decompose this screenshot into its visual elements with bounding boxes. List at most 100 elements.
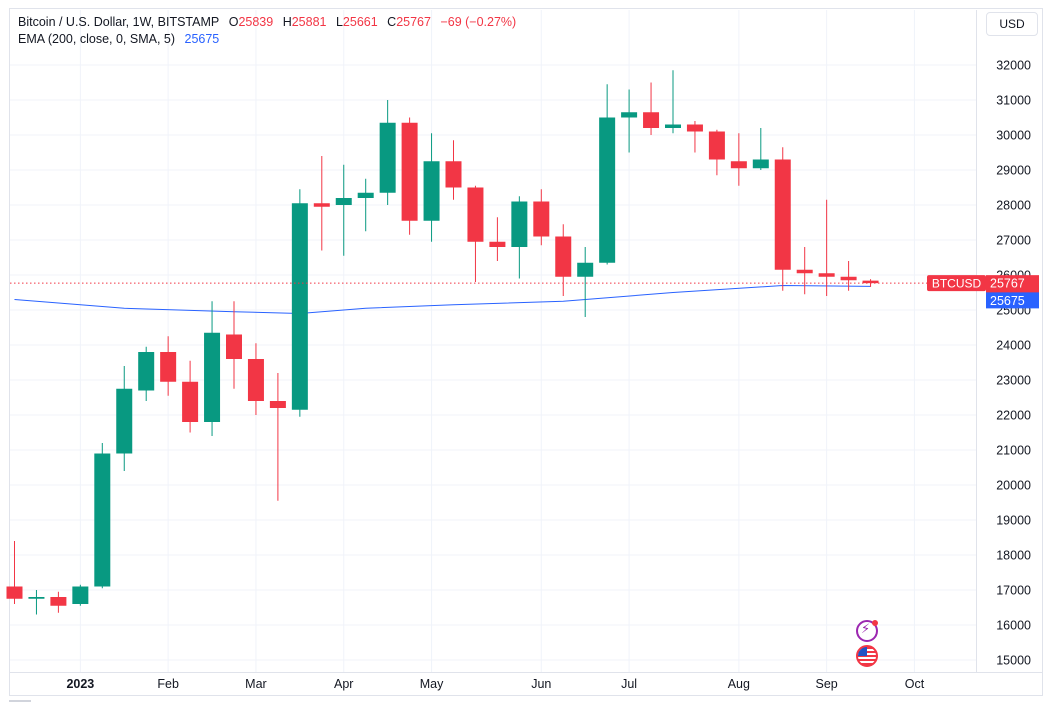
x-tick-label: Jul xyxy=(621,677,637,691)
legend-close-value: 25767 xyxy=(396,15,431,29)
y-tick-label: 22000 xyxy=(996,409,1031,423)
candle-up xyxy=(28,590,45,615)
candle-down xyxy=(796,247,813,295)
candle-body xyxy=(533,201,550,237)
candle-down xyxy=(50,591,67,613)
candle-body xyxy=(72,586,89,604)
candle-body xyxy=(204,332,221,422)
y-tick-label: 29000 xyxy=(996,164,1031,178)
y-tick-label: 23000 xyxy=(996,374,1031,388)
x-tick-label: Feb xyxy=(157,677,179,691)
candle-down xyxy=(226,301,242,389)
y-tick-label: 18000 xyxy=(996,549,1031,563)
candle-body xyxy=(313,203,330,207)
legend-ema-value: 25675 xyxy=(184,32,220,46)
candle-body xyxy=(50,597,67,606)
candle-body xyxy=(730,161,747,169)
candle-body xyxy=(774,159,791,270)
candle-down xyxy=(6,541,23,604)
legend-high-label: H xyxy=(282,15,292,29)
legend-change: −69 (−0.27%) xyxy=(440,15,517,29)
candle-down xyxy=(401,117,418,235)
candle-body xyxy=(357,192,374,198)
candle-body xyxy=(94,453,111,587)
legend-ema-label[interactable]: EMA (200, close, 0, SMA, 5) xyxy=(18,32,176,46)
candle-up xyxy=(335,164,352,256)
candle-down xyxy=(774,147,791,291)
candle-up xyxy=(577,247,594,317)
symbol-tag-bg xyxy=(927,275,986,292)
candle-body xyxy=(862,280,879,284)
candle-body xyxy=(160,352,177,382)
bottom-logo-mark xyxy=(9,700,31,702)
candle-up xyxy=(72,584,89,606)
candle-down xyxy=(182,360,199,433)
candle-body xyxy=(796,269,813,274)
legend-low-label: L xyxy=(335,15,343,29)
candle-body xyxy=(577,262,594,277)
candle-up xyxy=(752,128,769,170)
x-tick-label: Apr xyxy=(334,677,353,691)
candle-body xyxy=(445,161,462,188)
candle-body xyxy=(28,597,45,599)
candle-up xyxy=(621,89,638,153)
candle-body xyxy=(599,117,616,263)
candle-body xyxy=(489,241,506,247)
x-tick-label: Sep xyxy=(816,677,838,691)
price-labels: BTCUSD257676d 16h25675 xyxy=(10,275,1039,309)
x-tick-label: Aug xyxy=(728,677,750,691)
candle-down xyxy=(840,261,857,291)
candle-down xyxy=(708,129,725,176)
legend-high-value: 25881 xyxy=(291,15,327,29)
legend-symbol[interactable]: Bitcoin / U.S. Dollar, 1W, BITSTAMP xyxy=(18,15,220,29)
x-tick-label: Oct xyxy=(905,677,925,691)
candle-body xyxy=(643,112,660,128)
candle-down xyxy=(467,185,484,282)
candle-body xyxy=(6,586,23,599)
candle-down xyxy=(686,121,703,153)
chart-legend: Bitcoin / U.S. Dollar, 1W, BITSTAMP O258… xyxy=(18,14,516,48)
candle-down xyxy=(730,133,747,186)
candles-layer xyxy=(6,70,879,615)
x-tick-label: 2023 xyxy=(66,677,94,691)
y-tick-label: 27000 xyxy=(996,234,1031,248)
legend-open-label: O xyxy=(228,15,239,29)
y-tick-label: 19000 xyxy=(996,514,1031,528)
x-tick-label: Jun xyxy=(531,677,551,691)
y-tick-label: 30000 xyxy=(996,129,1031,143)
candle-body xyxy=(247,359,264,401)
candle-body xyxy=(138,352,155,391)
candle-body xyxy=(840,276,857,281)
candle-body xyxy=(291,203,308,410)
y-tick-label: 15000 xyxy=(996,654,1031,668)
candle-up xyxy=(511,196,528,279)
symbol-tag-text: BTCUSD xyxy=(932,277,982,291)
legend-close-label: C xyxy=(387,15,397,29)
us-flag-icon[interactable] xyxy=(856,645,878,667)
candle-body xyxy=(818,273,835,277)
lightning-event-icon[interactable] xyxy=(856,620,878,642)
flag-canton xyxy=(858,647,867,656)
legend-open-value: 25839 xyxy=(238,15,274,29)
candle-down xyxy=(643,82,660,135)
candle-body xyxy=(226,334,242,359)
price-axis: 15000 16000 17000 18000 19000 20000 21000 22000… xyxy=(976,10,1031,672)
candle-body xyxy=(511,201,528,247)
candle-body xyxy=(621,112,638,118)
chart-frame xyxy=(9,8,1043,696)
candle-down xyxy=(489,217,506,261)
candle-body xyxy=(269,401,286,408)
candle-body xyxy=(752,159,769,169)
y-tick-label: 24000 xyxy=(996,339,1031,353)
y-tick-label: 31000 xyxy=(996,94,1031,108)
x-tick-label: May xyxy=(420,677,444,691)
currency-button[interactable]: USD xyxy=(986,12,1038,36)
ema-line xyxy=(14,284,871,315)
candle-down xyxy=(818,199,835,296)
ema-layer xyxy=(14,284,871,315)
candle-body xyxy=(708,131,725,160)
candle-body xyxy=(116,388,133,454)
candle-up xyxy=(599,84,616,265)
candle-body xyxy=(379,122,396,193)
